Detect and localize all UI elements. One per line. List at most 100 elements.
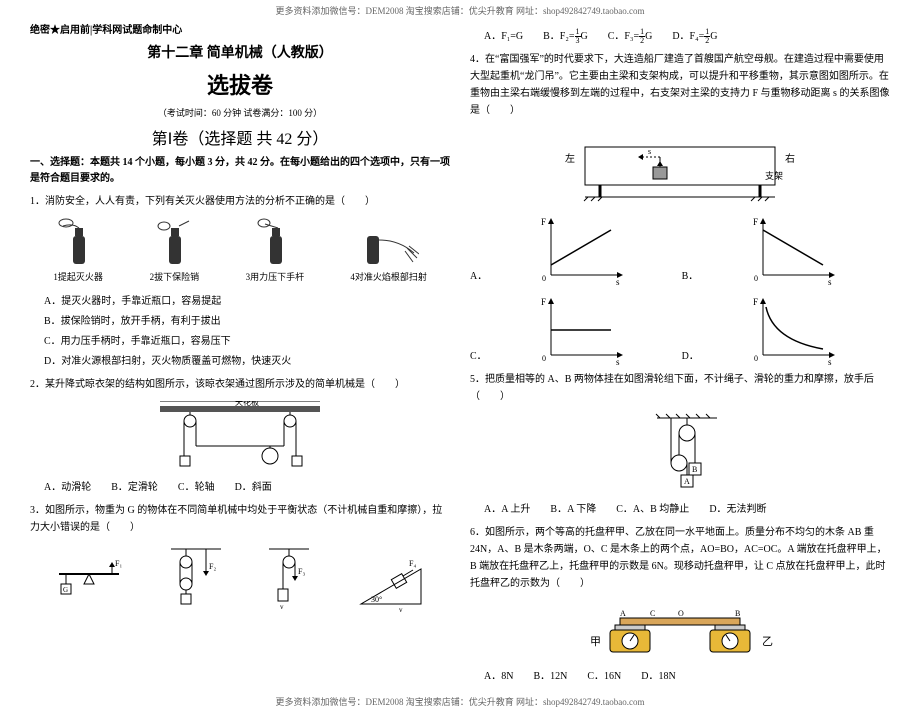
svg-text:F: F (753, 297, 758, 307)
svg-text:30°: 30° (371, 595, 382, 604)
q4-D-label: D． (682, 348, 699, 365)
question-3: 3．如图所示，物重为 G 的物体在不同简单机械中均处于平衡状态（不计机械自重和摩… (30, 502, 450, 614)
exam-info: （考试时间：60 分钟 试卷满分：100 分） (30, 106, 450, 119)
question-4: 4．在“富国强军”的时代要求下，大连造船厂建造了首艘国产航空母舰。在建造过程中需… (470, 51, 890, 365)
q1-cap3: 3用力压下手杆 (246, 270, 305, 285)
q4-graph-B: B． Fs 0 (682, 215, 884, 285)
svg-text:F₂: F₂ (209, 562, 216, 571)
svg-text:s: s (648, 147, 651, 156)
q3-A: A．F₁=G (484, 27, 523, 45)
q5-D: D．无法判断 (709, 501, 766, 518)
q3-figures: GF₁ F₂ F₃v F₄30°v (30, 544, 450, 614)
graph-D: Fs 0 (748, 295, 838, 365)
q4-graphs: A． Fs 0 B． Fs 0 C． Fs0 D． Fs 0 (470, 215, 890, 365)
svg-text:s: s (616, 357, 620, 365)
q5-C: C．A、B 均静止 (616, 501, 689, 518)
q1-cap1: 1提起灭火器 (53, 270, 103, 285)
q3-D: D．F₄=12G (672, 27, 717, 45)
page-footer: 更多资料添加微信号：DEM2008 淘宝搜索店铺：优尖升教育 网址：shop49… (0, 691, 920, 712)
svg-text:右: 右 (785, 152, 795, 165)
scale-diagram: 甲 乙 ACOB (570, 600, 790, 660)
extinguisher-icon-1 (53, 218, 103, 268)
q2-text: 2．某升降式晾衣架的结构如图所示，该晾衣架通过图所示涉及的简单机械是（ ） (30, 379, 405, 390)
q2-B: B．定滑轮 (111, 479, 158, 496)
q2-A: A．动滑轮 (44, 479, 91, 496)
svg-text:0: 0 (754, 274, 758, 283)
clothes-rack-diagram: 天花板 (140, 401, 340, 471)
q1-cap2: 2拔下保险销 (149, 270, 199, 285)
q2-options: A．动滑轮 B．定滑轮 C．轮轴 D．斜面 (44, 479, 450, 496)
extinguisher-icon-4 (359, 218, 419, 268)
part-title: 第Ⅰ卷（选择题 共 42 分） (30, 125, 450, 149)
page-header: 更多资料添加微信号：DEM2008 淘宝搜索店铺：优尖升教育 网址：shop49… (0, 0, 920, 21)
svg-text:A: A (620, 609, 626, 618)
section-head: 一、选择题：本题共 14 个小题，每小题 3 分，共 42 分。在每小题给出的四… (30, 155, 450, 187)
chapter-title: 第十二章 简单机械（人教版） (30, 42, 450, 62)
q6-options: A．8N B．12N C．16N D．18N (484, 668, 890, 685)
svg-text:v: v (280, 603, 284, 611)
q1-options: A．提灭火器时，手靠近瓶口，容易提起 B．拔保险销时，放开手柄，有利于拔出 C．… (30, 293, 450, 370)
svg-text:B: B (692, 465, 697, 474)
q1-C: C．用力压手柄时，手靠近瓶口，容易压下 (44, 333, 450, 350)
q5-B: B．A 下降 (550, 501, 596, 518)
q3-C: C．F₃=12G (608, 27, 653, 45)
q5-figure: A B (484, 413, 890, 493)
extinguisher-icon-3 (250, 218, 300, 268)
svg-text:F₃: F₃ (298, 567, 305, 576)
q1-B: B．拔保险销时，放开手柄，有利于拔出 (44, 313, 450, 330)
svg-text:F: F (541, 297, 546, 307)
q4-graph-A: A． Fs 0 (470, 215, 672, 285)
content-columns: 绝密★启用前|学科网试题命制中心 第十二章 简单机械（人教版） 选拔卷 （考试时… (0, 21, 920, 691)
q1-fig4: 4对准火焰根部扫射 (350, 218, 427, 285)
q6-C: C．16N (587, 668, 621, 685)
crane-diagram: 左 右 s 支架 (560, 127, 800, 207)
pulley-system-2: F₃ v (264, 544, 314, 614)
q4-graph-D: D． Fs 0 (682, 295, 884, 365)
svg-text:s: s (828, 277, 832, 285)
q4-graph-C: C． Fs0 (470, 295, 672, 365)
graph-A: Fs 0 (536, 215, 626, 285)
q4-B-label: B． (682, 268, 699, 285)
q3-options: A．F₁=G B．F₂=13G C．F₃=12G D．F₄=12G (484, 27, 890, 45)
svg-text:F: F (753, 217, 758, 227)
lever-diagram: G F₁ (49, 554, 129, 614)
q6-A: A．8N (484, 668, 513, 685)
pulley-ab-diagram: A B (652, 413, 722, 493)
svg-text:左: 左 (565, 152, 575, 165)
svg-text:v: v (399, 606, 403, 614)
q2-D: D．斜面 (235, 479, 272, 496)
svg-text:s: s (616, 277, 620, 285)
svg-text:A: A (684, 477, 690, 486)
q4-text: 4．在“富国强军”的时代要求下，大连造船厂建造了首艘国产航空母舰。在建造过程中需… (470, 54, 889, 116)
q6-D: D．18N (641, 668, 675, 685)
question-2: 2．某升降式晾衣架的结构如图所示，该晾衣架通过图所示涉及的简单机械是（ ） 天花… (30, 376, 450, 496)
q6-figure: 甲 乙 ACOB (470, 600, 890, 660)
svg-text:F₁: F₁ (115, 559, 122, 568)
graph-B: Fs 0 (748, 215, 838, 285)
q4-crane: 左 右 s 支架 (470, 127, 890, 207)
q2-C: C．轮轴 (178, 479, 215, 496)
svg-text:0: 0 (754, 354, 758, 363)
right-column: A．F₁=G B．F₂=13G C．F₃=12G D．F₄=12G 4．在“富国… (470, 21, 890, 691)
graph-C: Fs0 (536, 295, 626, 365)
svg-text:F: F (541, 217, 546, 227)
q1-A: A．提灭火器时，手靠近瓶口，容易提起 (44, 293, 450, 310)
svg-text:0: 0 (542, 274, 546, 283)
svg-text:s: s (828, 357, 832, 365)
q4-A-label: A． (470, 268, 487, 285)
q3-text: 3．如图所示，物重为 G 的物体在不同简单机械中均处于平衡状态（不计机械自重和摩… (30, 505, 442, 533)
svg-text:乙: 乙 (762, 635, 773, 648)
svg-text:支架: 支架 (765, 170, 783, 181)
ceiling-label: 天花板 (235, 401, 259, 407)
q1-cap4: 4对准火焰根部扫射 (350, 270, 427, 285)
svg-text:甲: 甲 (590, 636, 601, 648)
extinguisher-icon-2 (149, 218, 199, 268)
secret-line: 绝密★启用前|学科网试题命制中心 (30, 21, 450, 36)
svg-text:B: B (735, 609, 740, 618)
question-5: 5．把质量相等的 A、B 两物体挂在如图滑轮组下面，不计绳子、滑轮的重力和摩擦，… (470, 371, 890, 518)
q3-B: B．F₂=13G (543, 27, 588, 45)
question-6: 6．如图所示，两个等高的托盘秤甲、乙放在同一水平地面上。质量分布不均匀的木条 A… (470, 524, 890, 685)
q5-text: 5．把质量相等的 A、B 两物体挂在如图滑轮组下面，不计绳子、滑轮的重力和摩擦，… (470, 374, 874, 402)
pulley-system-1: F₂ (166, 544, 226, 614)
svg-text:G: G (63, 586, 68, 594)
